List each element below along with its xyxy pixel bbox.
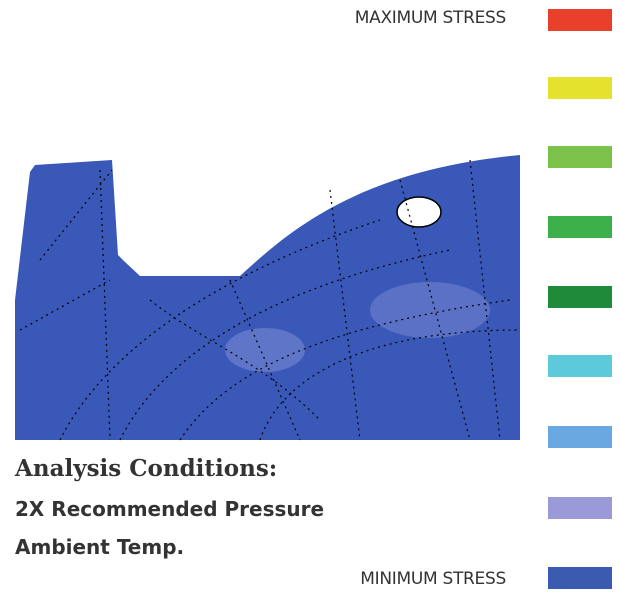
conditions-heading: Analysis Conditions: bbox=[15, 455, 277, 482]
legend-swatches bbox=[548, 9, 612, 589]
min-label: MINIMUM STRESS bbox=[360, 569, 506, 589]
condition-line: Ambient Temp. bbox=[15, 535, 184, 559]
hole bbox=[397, 197, 441, 227]
condition-line: 2X Recommended Pressure bbox=[15, 497, 324, 521]
page: MAXIMUM STRESS MINIMUM STRESS Analysis C… bbox=[0, 0, 620, 594]
max-label: MAXIMUM STRESS bbox=[355, 8, 506, 28]
stress-zone bbox=[225, 328, 305, 372]
